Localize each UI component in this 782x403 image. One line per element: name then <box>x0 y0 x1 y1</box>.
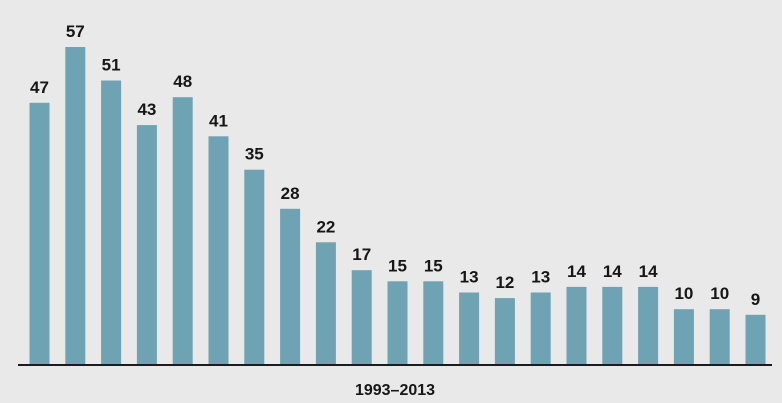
bar-value-label-16: 14 <box>567 262 586 281</box>
bar-9 <box>315 242 336 365</box>
bar-value-label-21: 9 <box>751 290 760 309</box>
bar-21 <box>745 314 766 365</box>
bar-15 <box>530 292 551 365</box>
bar-value-label-2: 57 <box>66 22 85 41</box>
bar-3 <box>101 80 122 365</box>
value-labels-layer: 47 57 51 43 48 41 35 28 22 17 15 15 13 12 13 14 14 14 10 10… <box>30 22 760 309</box>
bar-10 <box>351 270 372 365</box>
bar-value-label-13: 13 <box>460 268 479 287</box>
bar-13 <box>459 292 480 365</box>
bar-8 <box>280 208 301 365</box>
bar-11 <box>387 281 408 365</box>
bar-value-label-15: 13 <box>531 268 550 287</box>
bar-4 <box>136 125 157 365</box>
bar-2 <box>65 47 86 365</box>
bar-1 <box>29 102 50 366</box>
bar-20 <box>709 309 730 365</box>
bar-7 <box>244 169 265 365</box>
bar-value-label-18: 14 <box>639 262 658 281</box>
bar-value-label-5: 48 <box>173 72 192 91</box>
bar-17 <box>602 286 623 365</box>
bar-value-label-17: 14 <box>603 262 622 281</box>
bar-value-label-3: 51 <box>102 56 121 75</box>
bar-6 <box>208 136 229 365</box>
bar-value-label-1: 47 <box>30 78 49 97</box>
bar-value-label-4: 43 <box>137 100 156 119</box>
bar-value-label-14: 12 <box>495 273 514 292</box>
bar-12 <box>423 281 444 365</box>
bar-18 <box>638 286 659 365</box>
bar-value-label-11: 15 <box>388 256 407 275</box>
bar-value-label-12: 15 <box>424 256 443 275</box>
bar-16 <box>566 286 587 365</box>
bar-value-label-10: 17 <box>352 245 371 264</box>
bar-value-label-8: 28 <box>281 184 300 203</box>
bar-14 <box>494 298 515 365</box>
bar-value-label-9: 22 <box>316 217 335 236</box>
bar-value-label-20: 10 <box>710 284 729 303</box>
bar-value-label-19: 10 <box>674 284 693 303</box>
x-axis-title: 1993–2013 <box>355 382 435 399</box>
bars-layer <box>29 47 766 366</box>
bar-value-label-6: 41 <box>209 111 228 130</box>
bar-5 <box>172 97 193 365</box>
bar-19 <box>673 309 694 365</box>
bar-value-label-7: 35 <box>245 145 264 164</box>
